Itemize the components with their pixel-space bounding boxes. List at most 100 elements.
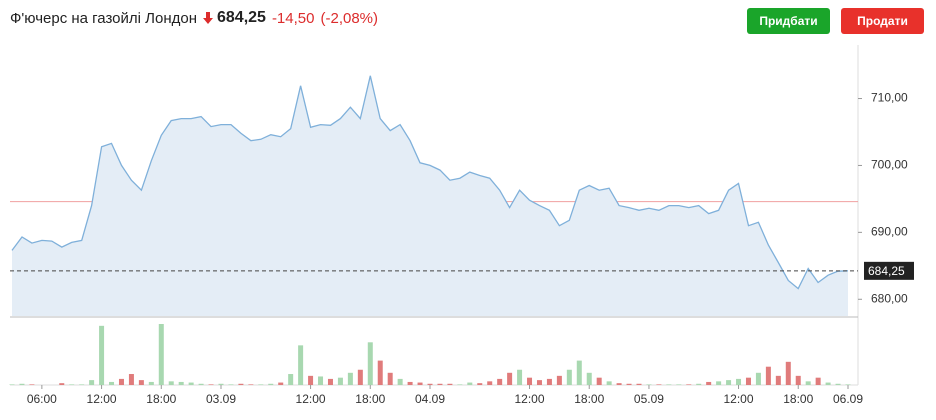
volume-bar [29, 384, 35, 385]
volume-bar [298, 345, 304, 385]
volume-bar [327, 378, 333, 385]
volume-bar [736, 378, 742, 385]
volume-bar [676, 384, 682, 385]
volume-bar [815, 377, 821, 385]
volume-bar [616, 383, 622, 385]
y-tick-label: 680,00 [871, 291, 908, 305]
volume-bar [536, 380, 542, 385]
volume-bar [805, 381, 811, 385]
volume-bar [367, 342, 373, 385]
x-tick-label: 12:00 [724, 392, 754, 406]
change-percent: (-2,08%) [320, 9, 379, 27]
volume-bar [427, 383, 433, 385]
volume-bar [238, 383, 244, 385]
volume-bar [566, 369, 572, 385]
volume-bar [258, 384, 264, 385]
change: -14,50 [271, 9, 315, 27]
volume-bar [138, 380, 144, 385]
x-tick-label: 18:00 [355, 392, 385, 406]
volume-bar [726, 380, 732, 385]
volume-bar [69, 384, 75, 385]
price-line [11, 75, 849, 290]
volume-bar [387, 372, 393, 385]
volume-bar [407, 381, 413, 385]
volume-bar [128, 374, 134, 385]
x-tick-label: 18:00 [146, 392, 176, 406]
area [12, 75, 848, 316]
volume-bar [59, 383, 65, 385]
x-tick-label: 18:00 [783, 392, 813, 406]
volume-bar [248, 384, 254, 385]
volume-bar [278, 382, 284, 385]
volume-bar [656, 384, 662, 385]
volume-bar [268, 383, 274, 385]
volume-bar [636, 383, 642, 385]
volume-bar [158, 324, 164, 385]
volume-bar [795, 375, 801, 385]
x-tick-label: 04.09 [415, 392, 445, 406]
volume-bar [825, 382, 831, 385]
x-tick-label: 06.09 [833, 392, 863, 406]
x-tick-label: 18:00 [574, 392, 604, 406]
sell-button[interactable]: Продати [841, 8, 924, 34]
y-tick-label: 700,00 [871, 158, 908, 172]
volume-bar [79, 384, 85, 385]
volume-bar [507, 372, 513, 385]
volume-bar [765, 366, 771, 385]
last-price-label: 684,25 [868, 264, 905, 278]
volume-bar [417, 382, 423, 385]
y-tick-label: 690,00 [871, 225, 908, 239]
title: Ф'ючерс на газойлі Лондон [10, 9, 197, 27]
volume-bar [288, 374, 294, 385]
volume-bar [686, 384, 692, 385]
x-tick-label: 12:00 [515, 392, 545, 406]
volume-bar [517, 369, 523, 385]
volume-bar [337, 377, 343, 385]
down-arrow [203, 12, 213, 24]
volume-bar [706, 381, 712, 385]
volume-bar [447, 383, 453, 385]
volume-bar [576, 360, 582, 385]
volume-bar [178, 381, 184, 385]
volume-bar [497, 378, 503, 385]
y-tick-label: 710,00 [871, 91, 908, 105]
volume-bar [437, 383, 443, 385]
volume-bar [755, 372, 761, 385]
volume-bar [457, 384, 463, 385]
volume-bar [716, 381, 722, 385]
x-tick-label: 12:00 [296, 392, 326, 406]
volume-bar [467, 382, 473, 385]
volume-bar [556, 375, 562, 385]
buy-button[interactable]: Придбати [747, 8, 830, 34]
volume-bar [9, 384, 15, 385]
x-tick-label: 12:00 [87, 392, 117, 406]
volume-bar [596, 377, 602, 385]
volume-bar [218, 383, 224, 385]
volume-bar [775, 375, 781, 385]
volume-bar [477, 383, 483, 385]
volume-bar [148, 381, 154, 385]
volume-bar [696, 383, 702, 385]
header: Ф'ючерс на газойлі Лондон 684,25 -14,50 … [10, 6, 384, 30]
volume-bar [168, 381, 174, 385]
volume-bar [785, 361, 791, 385]
volume-bar [109, 381, 115, 385]
volume-bar [318, 376, 324, 385]
volume-bar [586, 372, 592, 385]
volume-bar [208, 384, 214, 385]
volume-bar [347, 372, 353, 385]
volume-bar [99, 325, 105, 385]
volume-bar [89, 380, 95, 385]
volume-bar [357, 369, 363, 385]
watermark: Investing.com [24, 270, 185, 297]
volume-bar [118, 378, 124, 385]
volume-bar [606, 381, 612, 385]
price: 684,25 [217, 9, 266, 26]
volume-bar [198, 383, 204, 385]
volume-bar [228, 384, 234, 385]
x-tick-label: 03.09 [206, 392, 236, 406]
volume-bar [308, 375, 314, 385]
volume-bar [19, 383, 25, 385]
